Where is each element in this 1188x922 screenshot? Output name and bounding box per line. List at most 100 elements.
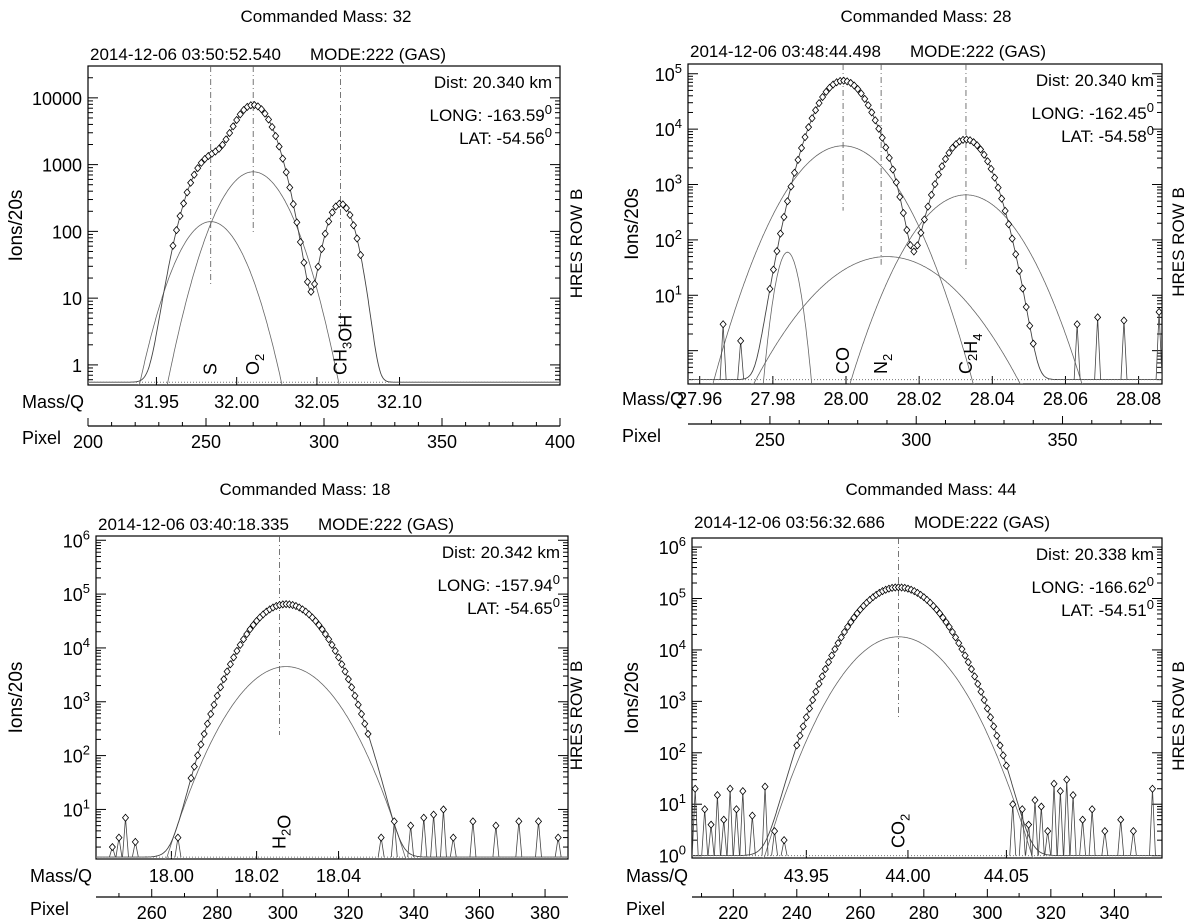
data-point xyxy=(1155,307,1162,317)
spectrum-panel: Commanded Mass: 28 2014-12-06 03:48:44.49… xyxy=(622,7,1188,450)
mass-tick-label: 32.00 xyxy=(214,392,259,412)
data-point xyxy=(996,741,1004,750)
data-point xyxy=(825,658,833,667)
noise-spike xyxy=(122,817,129,858)
data-point xyxy=(1015,266,1023,276)
data-point xyxy=(236,640,244,650)
data-point xyxy=(719,320,727,329)
data-point xyxy=(339,200,347,209)
noise-spike xyxy=(1079,819,1087,856)
noise-spike xyxy=(1120,320,1128,380)
noise-spike xyxy=(515,821,523,858)
species-label: C2H4 xyxy=(956,334,985,374)
noise-spike xyxy=(430,814,438,858)
noise-spike xyxy=(1050,783,1058,856)
data-point xyxy=(889,165,897,174)
pixel-row-label: Pixel xyxy=(626,899,665,919)
y-tick-label: 105 xyxy=(655,61,682,85)
data-point xyxy=(1008,234,1016,243)
pixel-tick-label: 240 xyxy=(782,903,812,922)
y-tick-label: 103 xyxy=(63,689,90,713)
data-point xyxy=(1148,784,1156,793)
pixel-tick-label: 350 xyxy=(1047,430,1077,450)
data-point xyxy=(868,108,876,117)
pixel-row-label: Pixel xyxy=(22,428,61,448)
plot-frame xyxy=(687,63,1163,385)
data-point xyxy=(1026,321,1034,330)
data-point xyxy=(701,805,709,814)
data-point xyxy=(812,687,820,696)
data-point xyxy=(230,653,238,662)
data-point xyxy=(1012,250,1020,259)
data-point xyxy=(761,782,769,791)
data-point xyxy=(692,784,699,793)
pixel-tick-label: 320 xyxy=(1036,903,1066,922)
noise-spike xyxy=(492,825,500,858)
plot-frame xyxy=(691,537,1163,859)
data-point xyxy=(819,92,827,102)
data-point xyxy=(321,629,329,639)
species-label: H2O xyxy=(270,815,295,849)
pixel-tick-label: 250 xyxy=(755,430,785,450)
data-point xyxy=(821,664,829,674)
data-point xyxy=(748,811,756,820)
data-point xyxy=(801,133,809,142)
data-point xyxy=(233,646,241,656)
data-point xyxy=(243,629,251,639)
data-point xyxy=(226,128,234,138)
data-point xyxy=(351,691,359,700)
species-label: N2 xyxy=(871,354,895,374)
y-tick-label: 102 xyxy=(659,740,686,764)
data-point xyxy=(828,651,836,660)
data-point xyxy=(492,821,500,830)
data-point xyxy=(938,162,946,171)
pixel-tick-label: 400 xyxy=(545,432,575,452)
data-point xyxy=(854,84,862,94)
data-point xyxy=(293,218,301,227)
pixel-tick-label: 260 xyxy=(137,903,167,922)
data-point xyxy=(515,817,523,826)
fit-component-curve xyxy=(750,256,1023,384)
data-point xyxy=(999,751,1007,760)
data-point xyxy=(920,215,928,224)
data-point xyxy=(169,241,177,250)
data-point xyxy=(998,194,1006,203)
pixel-tick-label: 260 xyxy=(845,903,875,922)
data-point xyxy=(289,200,297,209)
data-point xyxy=(187,774,195,783)
y-tick-label: 101 xyxy=(659,791,686,815)
data-point xyxy=(984,157,992,166)
noise-spike xyxy=(748,815,756,856)
data-point xyxy=(218,140,227,149)
data-point xyxy=(239,635,248,644)
data-point xyxy=(318,244,326,254)
y-tick-label: 1000 xyxy=(42,156,82,176)
data-point xyxy=(971,672,979,681)
pixel-tick-label: 350 xyxy=(427,432,457,452)
pixel-tick-label: 280 xyxy=(909,903,939,922)
data-point xyxy=(349,221,358,230)
data-point xyxy=(300,258,308,267)
data-point xyxy=(357,250,365,260)
data-point xyxy=(338,660,346,669)
data-point xyxy=(799,722,807,731)
spectrum-panel: Commanded Mass: 44 2014-12-06 03:56:32.68… xyxy=(622,480,1188,922)
y-tick-label: 1 xyxy=(72,356,82,376)
data-point xyxy=(312,616,320,626)
mass-tick-label: 18.02 xyxy=(234,866,279,886)
panel-title: Commanded Mass: 28 xyxy=(840,7,1011,26)
data-point xyxy=(1044,826,1052,836)
data-point xyxy=(961,651,969,660)
data-point xyxy=(797,143,806,153)
data-point xyxy=(115,833,123,842)
y-tick-label: 103 xyxy=(659,688,686,712)
noise-spike xyxy=(1073,324,1081,380)
noise-spike xyxy=(701,809,709,856)
mass-tick-label: 28.00 xyxy=(823,389,868,409)
data-point xyxy=(812,106,820,115)
data-point xyxy=(1005,220,1013,229)
timestamp-label: 2014-12-06 03:40:18.335 xyxy=(98,515,289,534)
data-point xyxy=(983,704,991,713)
data-point xyxy=(850,81,858,90)
noise-spike xyxy=(469,821,477,858)
